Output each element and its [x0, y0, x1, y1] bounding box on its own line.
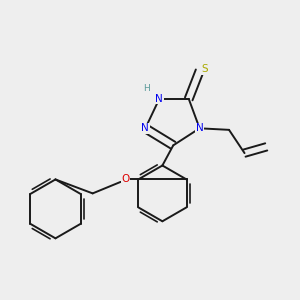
Text: N: N — [196, 123, 203, 133]
Text: O: O — [121, 174, 129, 184]
Text: H: H — [143, 84, 150, 93]
Text: S: S — [202, 64, 208, 74]
Text: N: N — [142, 123, 149, 133]
Text: N: N — [155, 94, 163, 104]
